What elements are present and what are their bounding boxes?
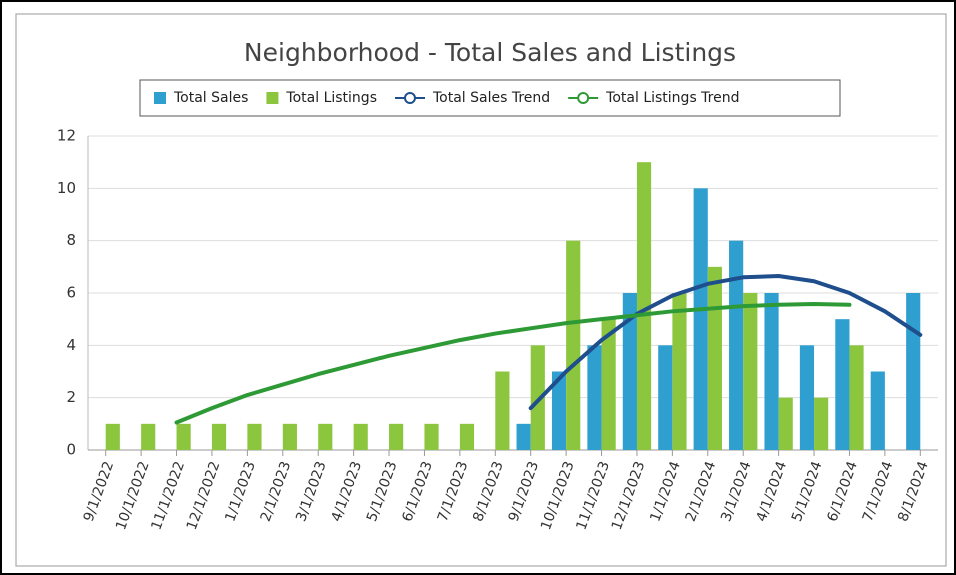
bar: [459, 423, 475, 450]
x-tick-label: 1/1/2024: [647, 459, 684, 524]
bar: [247, 423, 262, 450]
bar: [906, 293, 921, 450]
legend-label: Total Listings Trend: [605, 90, 739, 106]
bar: [814, 397, 829, 450]
legend-swatch: [154, 92, 166, 104]
bar: [799, 345, 815, 450]
bar: [658, 345, 673, 450]
x-tick-label: 6/1/2023: [399, 459, 436, 524]
y-tick-label: 10: [57, 179, 76, 197]
x-tick-label: 7/1/2023: [435, 459, 472, 524]
legend-label: Total Sales Trend: [432, 90, 550, 106]
y-tick-label: 6: [66, 284, 76, 302]
x-tick-label: 9/1/2023: [506, 459, 543, 524]
bar: [729, 240, 744, 450]
chart-title: Neighborhood - Total Sales and Listings: [244, 38, 736, 67]
bar: [424, 423, 439, 450]
bar: [389, 423, 404, 450]
bar: [870, 371, 885, 450]
y-tick-label: 0: [66, 441, 76, 459]
bar: [601, 319, 616, 450]
bar: [516, 423, 531, 450]
x-tick-label: 5/1/2023: [364, 459, 401, 524]
legend-label: Total Listings: [285, 90, 377, 106]
x-tick-label: 10/1/2023: [538, 459, 578, 532]
x-tick-label: 11/1/2022: [148, 459, 188, 532]
x-tick-label: 3/1/2024: [718, 459, 755, 524]
bar: [495, 371, 510, 450]
bar: [707, 266, 722, 450]
x-tick-label: 2/1/2023: [258, 459, 295, 524]
legend-swatch: [266, 92, 279, 104]
x-tick-label: 6/1/2024: [824, 459, 861, 524]
bar: [530, 345, 545, 450]
bar: [778, 397, 793, 450]
x-tick-label: 8/1/2023: [470, 459, 507, 524]
x-tick-label: 3/1/2023: [293, 459, 330, 524]
y-tick-label: 4: [66, 336, 76, 354]
bar: [835, 319, 850, 450]
bar: [764, 293, 779, 450]
bar: [353, 423, 368, 450]
legend-marker: [577, 92, 590, 104]
bar: [622, 293, 637, 450]
bar: [672, 293, 687, 450]
bar: [636, 162, 652, 450]
x-tick-label: 12/1/2022: [184, 459, 224, 532]
x-tick-label: 9/1/2022: [81, 459, 118, 524]
legend-marker: [403, 92, 416, 104]
x-tick-label: 5/1/2024: [789, 459, 826, 524]
bar: [176, 423, 191, 450]
legend-label: Total Sales: [173, 90, 248, 106]
bar: [566, 240, 581, 450]
trend-line: [174, 301, 852, 425]
bar: [551, 371, 567, 450]
bar: [849, 345, 864, 450]
trend-line: [528, 273, 923, 411]
x-tick-label: 11/1/2023: [573, 459, 613, 532]
y-tick-label: 12: [57, 127, 76, 145]
legend-box: [139, 79, 841, 117]
x-tick-label: 1/1/2023: [222, 459, 259, 524]
y-tick-label: 8: [66, 231, 76, 249]
bar: [318, 423, 333, 450]
bar: [693, 188, 708, 451]
x-tick-label: 4/1/2024: [754, 459, 791, 524]
x-tick-label: 7/1/2024: [860, 459, 897, 524]
bar: [141, 423, 156, 450]
x-tick-label: 12/1/2023: [609, 459, 649, 532]
chart-border: [15, 13, 947, 567]
y-tick-label: 2: [66, 388, 76, 406]
bar: [282, 423, 297, 450]
x-tick-label: 4/1/2023: [329, 459, 366, 524]
x-tick-label: 2/1/2024: [683, 459, 720, 524]
bar: [211, 423, 227, 450]
x-tick-label: 8/1/2024: [895, 459, 932, 524]
bar: [743, 293, 758, 450]
x-tick-label: 10/1/2022: [113, 459, 153, 532]
bar: [587, 345, 602, 450]
bar: [105, 423, 120, 450]
